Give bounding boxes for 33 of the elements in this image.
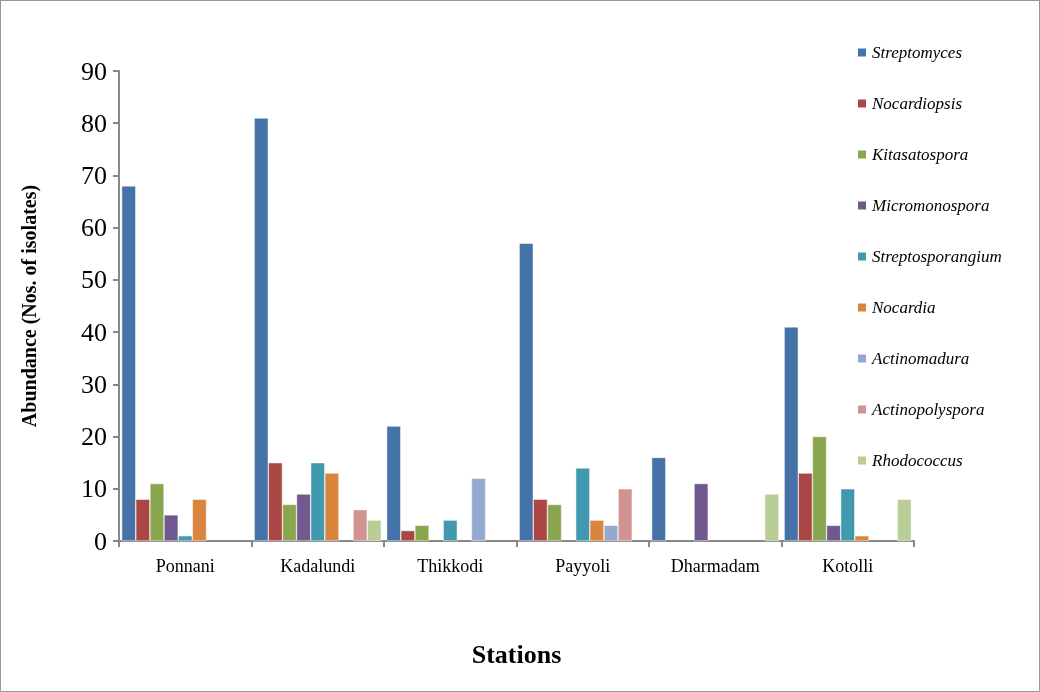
y-tick-label: 30 bbox=[81, 369, 107, 399]
x-tick-label: Kadalundi bbox=[280, 556, 356, 576]
bar bbox=[471, 478, 486, 541]
y-tick-label: 40 bbox=[81, 317, 107, 347]
x-tick-label: Ponnani bbox=[155, 556, 215, 576]
y-tick-label: 90 bbox=[81, 56, 107, 86]
bar bbox=[443, 520, 458, 541]
bar bbox=[694, 483, 709, 541]
bar bbox=[651, 457, 666, 541]
legend-label: Actinomadura bbox=[871, 349, 970, 368]
legend-label: Streptosporangium bbox=[872, 247, 1002, 266]
legend-label: Micromonospora bbox=[871, 196, 990, 215]
legend-label: Kitasatospora bbox=[871, 145, 969, 164]
bar bbox=[764, 494, 779, 541]
y-tick-label: 20 bbox=[81, 422, 107, 452]
legend-label: Nocardiopsis bbox=[871, 94, 963, 113]
x-tick-label: Thikkodi bbox=[417, 556, 484, 576]
bar bbox=[897, 499, 912, 541]
legend-label: Streptomyces bbox=[872, 43, 963, 62]
legend-label: Rhodococcus bbox=[871, 451, 964, 470]
y-tick-label: 50 bbox=[81, 265, 107, 295]
y-tick-label: 10 bbox=[81, 474, 107, 504]
x-tick-label: Dharmadam bbox=[670, 556, 760, 576]
y-tick-label: 70 bbox=[81, 160, 107, 190]
y-tick-label: 0 bbox=[94, 526, 107, 556]
legend-label: Actinopolyspora bbox=[871, 400, 985, 419]
y-tick-label: 60 bbox=[81, 213, 107, 243]
x-tick-label: Payyoli bbox=[555, 556, 611, 576]
y-tick-label: 80 bbox=[81, 108, 107, 138]
y-axis-title: Abundance (Nos. of isolates) bbox=[18, 184, 41, 428]
x-tick-label: Kotolli bbox=[822, 556, 874, 576]
legend-label: Nocardia bbox=[871, 298, 936, 317]
x-axis-title: Stations bbox=[471, 639, 562, 669]
